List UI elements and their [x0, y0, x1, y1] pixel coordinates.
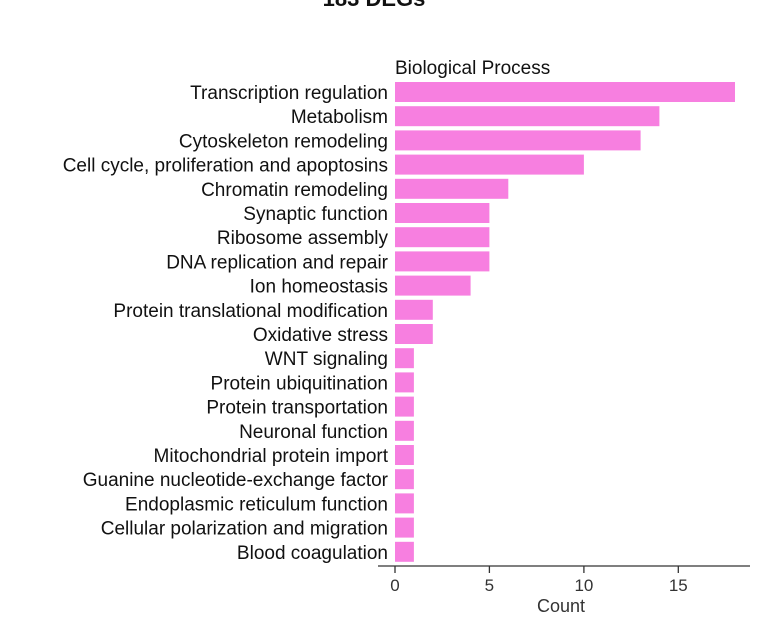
category-label: Mitochondrial protein import — [154, 446, 389, 467]
category-label: Blood coagulation — [237, 543, 388, 564]
category-label: Ion homeostasis — [250, 277, 388, 298]
x-tick-label: 15 — [669, 576, 688, 595]
bar — [395, 106, 660, 127]
bar — [395, 324, 433, 344]
category-label: Guanine nucleotide-exchange factor — [83, 470, 389, 491]
x-axis-title: Count — [537, 596, 585, 616]
bar — [395, 130, 641, 151]
chart-subtitle: Biological Process — [395, 58, 550, 79]
category-label: Metabolism — [291, 107, 388, 128]
bar — [395, 493, 414, 514]
x-axis-ticks: 0 5 10 15 — [390, 566, 688, 595]
category-label: Cytoskeleton remodeling — [179, 131, 388, 152]
category-label: Endoplasmic reticulum function — [125, 494, 388, 515]
bar — [395, 251, 490, 272]
category-label: Oxidative stress — [253, 325, 388, 346]
category-label: Synaptic function — [243, 204, 388, 225]
bar — [395, 82, 735, 102]
bar — [395, 154, 584, 175]
bar — [395, 178, 509, 199]
category-label: Neuronal function — [239, 422, 388, 443]
category-label: Cellular polarization and migration — [101, 519, 388, 540]
bar — [395, 396, 414, 417]
x-tick-label: 10 — [574, 576, 593, 595]
x-tick-label: 5 — [485, 576, 494, 595]
bar — [395, 469, 414, 490]
bar — [395, 348, 414, 369]
category-label: DNA replication and repair — [166, 252, 388, 273]
category-label: Cell cycle, proliferation and apoptosins — [63, 156, 388, 177]
chart-title: 183 DEGs — [323, 0, 426, 11]
bar — [395, 420, 414, 441]
category-label: Protein transportation — [206, 398, 388, 419]
bar — [395, 203, 490, 223]
bar — [395, 227, 490, 248]
category-label: Transcription regulation — [190, 83, 388, 104]
bar — [395, 275, 471, 296]
category-label: WNT signaling — [265, 349, 388, 370]
category-label: Protein ubiquitination — [211, 373, 388, 394]
x-tick-label: 0 — [390, 576, 399, 595]
bar — [395, 541, 414, 562]
category-label: Ribosome assembly — [217, 228, 389, 249]
bar — [395, 445, 414, 465]
category-label: Chromatin remodeling — [201, 180, 388, 201]
bar — [395, 517, 414, 538]
bar — [395, 299, 433, 320]
bars-group — [395, 82, 735, 562]
category-labels: Transcription regulation Metabolism Cytosk… — [63, 83, 389, 564]
bar — [395, 372, 414, 393]
category-label: Protein translational modification — [113, 301, 388, 322]
